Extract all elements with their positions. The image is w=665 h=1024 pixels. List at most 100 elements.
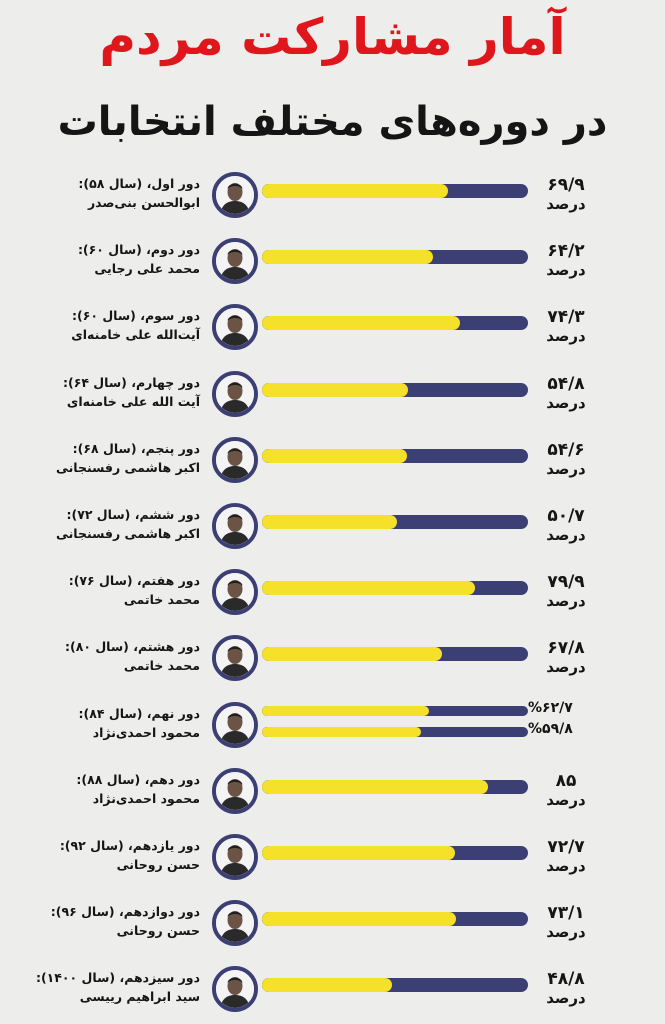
chart-title: آمار مشارکت مردم <box>99 8 566 66</box>
period-label: دور هفتم، (سال ۷۶): <box>68 573 200 589</box>
unit-label: درصد <box>546 592 586 611</box>
unit-label: درصد <box>546 790 586 809</box>
data-label: ۷۲/۷ <box>547 837 585 857</box>
chart-row: دور هفتم، (سال ۷۶): محمد خاتمی ۷۹/۹ درصد <box>0 563 665 625</box>
candidate-name: آیت‌الله علی خامنه‌ای <box>71 327 200 343</box>
data-label: ۷۹/۹ <box>547 572 585 593</box>
portrait-icon <box>216 440 254 479</box>
row-label: دور سوم، (سال ۶۰): آیت‌الله علی خامنه‌ای <box>0 306 200 344</box>
chart-row: دور اول، (سال ۵۸): ابوالحسن بنی‌صدر ۶۹/۹ در… <box>0 166 665 228</box>
bar-track <box>262 779 528 794</box>
chart-subtitle: در دوره‌های مختلف انتخابات <box>57 99 608 145</box>
avatar <box>212 569 258 616</box>
row-label: دور یازدهم، (سال ۹۲): حسن روحانی <box>0 836 200 874</box>
unit-label: درصد <box>546 857 586 875</box>
candidate-name: آیت الله علی خامنه‌ای <box>66 393 200 409</box>
data-label: ۸۵ <box>555 770 577 791</box>
period-label: دور هشتم، (سال ۸۰): <box>64 639 200 655</box>
bar <box>262 581 475 596</box>
portrait-icon <box>216 176 254 214</box>
bar <box>262 448 408 463</box>
candidate-name: محمود احمدی‌نژاد <box>92 724 200 740</box>
period-label: دور سیزدهم، (سال ۱۴۰۰): <box>35 970 200 986</box>
candidate-name: محمد علی رجایی <box>94 261 200 277</box>
portrait-icon <box>216 904 254 943</box>
candidate-name: سید ابراهیم رییسی <box>79 989 200 1005</box>
data-label: ۷۳/۱ <box>547 903 585 924</box>
bar <box>262 515 397 529</box>
period-label: دور اول، (سال ۵۸): <box>78 176 200 191</box>
candidate-name: اکبر هاشمی رفسنجانی <box>55 459 200 475</box>
value-label: ۷۹/۹ درصد <box>520 573 612 611</box>
bar <box>262 250 433 265</box>
data-label: ۴۸/۸ <box>547 969 585 990</box>
unit-label: درصد <box>546 195 586 213</box>
bar-track <box>262 515 528 529</box>
chart-row: دور پنجم، (سال ۶۸): اکبر هاشمی رفسنجانی ۵۴… <box>0 431 665 493</box>
unit-label: درصد <box>546 459 586 478</box>
portrait-icon <box>216 374 254 413</box>
bar <box>262 382 408 397</box>
period-label: دور دوم، (سال ۶۰): <box>77 242 200 258</box>
period-label: دور یازدهم، (سال ۹۲): <box>59 838 200 853</box>
unit-label: درصد <box>546 923 586 942</box>
portrait-icon <box>216 242 254 281</box>
bar <box>262 978 392 993</box>
period-label: دور دوازدهم، (سال ۹۶): <box>50 904 200 920</box>
data-label: ۶۴/۲ <box>547 241 585 262</box>
period-label: دور نهم، (سال ۸۴): <box>78 705 200 721</box>
bar <box>262 846 456 860</box>
unit-label: درصد <box>546 261 586 280</box>
candidate-name: حسن روحانی <box>116 857 200 872</box>
row-label: دور هفتم، (سال ۷۶): محمد خاتمی <box>0 571 200 609</box>
bar <box>262 316 460 331</box>
candidate-name: ابوالحسن بنی‌صدر <box>87 195 200 210</box>
data-label: ۷۴/۳ <box>547 307 585 328</box>
row-label: دور ششم، (سال ۷۲): اکبر هاشمی رفسنجانی <box>0 505 200 543</box>
candidate-name: حسن روحانی <box>116 923 200 939</box>
bar-track <box>262 250 528 265</box>
value-label: ۷۲/۷ درصد <box>520 838 612 876</box>
avatar <box>212 172 258 218</box>
bar-track <box>262 316 528 331</box>
chart-row: دور دوازدهم، (سال ۹۶): حسن روحانی ۷۳/۱ درصد <box>0 894 665 956</box>
row-label: دور سیزدهم، (سال ۱۴۰۰): سید ابراهیم رییسی <box>0 968 200 1006</box>
row-label: دور چهارم، (سال ۶۴): آیت الله علی خامنه‌ا… <box>0 373 200 411</box>
row-label: دور نهم، (سال ۸۴): محمود احمدی‌نژاد <box>0 704 200 742</box>
bar-track <box>262 581 528 596</box>
chart-row: دور سوم، (سال ۶۰): آیت‌الله علی خامنه‌ای ۷… <box>0 298 665 360</box>
value-label: ۷۳/۱ درصد <box>520 904 612 942</box>
avatar <box>212 238 258 285</box>
chart-row: دور یازدهم، (سال ۹۲): حسن روحانی ۷۲/۷ درصد <box>0 828 665 890</box>
period-label: دور ششم، (سال ۷۲): <box>66 507 200 522</box>
portrait-icon <box>216 771 254 810</box>
row-label: دور دوازدهم، (سال ۹۶): حسن روحانی <box>0 902 200 940</box>
candidate-name: محمد خاتمی <box>123 658 200 674</box>
bar-track <box>262 382 528 397</box>
avatar <box>212 767 258 814</box>
row-label: دور اول، (سال ۵۸): ابوالحسن بنی‌صدر <box>0 174 200 212</box>
chart-row: دور دوم، (سال ۶۰): محمد علی رجایی ۶۴/۲ درصد <box>0 232 665 294</box>
unit-label: درصد <box>546 393 586 412</box>
bar <box>262 912 457 927</box>
bar-track <box>262 184 528 198</box>
value-label: ۵۴/۸ درصد <box>520 374 612 413</box>
bar <box>262 726 422 737</box>
avatar <box>212 834 258 880</box>
row-label: دور پنجم، (سال ۶۸): اکبر هاشمی رفسنجانی <box>0 439 200 477</box>
bar-track <box>262 978 528 993</box>
row-label: دور دوم، (سال ۶۰): محمد علی رجایی <box>0 240 200 278</box>
bar <box>262 705 429 716</box>
data-label: ۶۷/۸ <box>547 638 585 659</box>
avatar <box>212 436 258 483</box>
bar <box>262 647 443 662</box>
portrait-icon <box>216 308 254 347</box>
data-label: ۶۹/۹ <box>547 175 585 195</box>
avatar <box>212 370 258 417</box>
unit-label: درصد <box>546 989 586 1008</box>
avatar <box>212 900 258 947</box>
candidate-name: محمود احمدی‌نژاد <box>92 790 200 806</box>
chart-row: دور هشتم، (سال ۸۰): محمد خاتمی ۶۷/۸ درصد <box>0 629 665 691</box>
bar-track <box>262 726 528 737</box>
value-label: ۵۴/۶ درصد <box>520 440 612 479</box>
